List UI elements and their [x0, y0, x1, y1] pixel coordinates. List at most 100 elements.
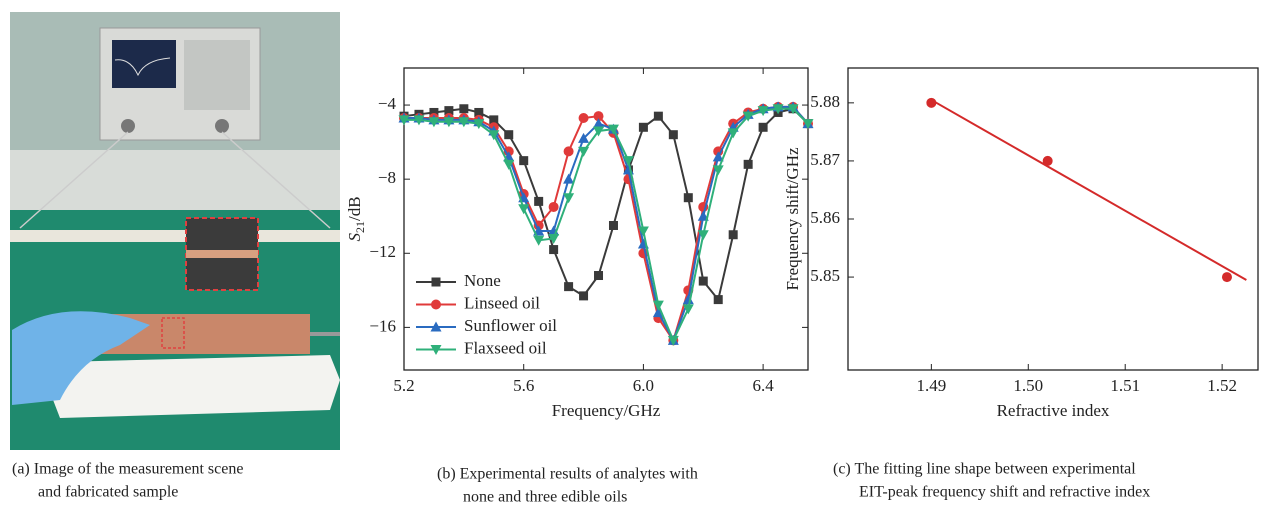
series-line: [404, 105, 809, 343]
series-line: [404, 105, 809, 343]
marker: [444, 106, 454, 116]
marker: [518, 204, 530, 215]
marker: [519, 156, 529, 166]
marker: [443, 117, 455, 128]
legend-label: Flaxseed oil: [464, 338, 547, 357]
x-tick-label: 5.2: [393, 376, 414, 395]
marker: [428, 117, 440, 128]
caption: (c) The fitting line shape between exper…: [833, 461, 1136, 478]
series-line: [404, 107, 809, 343]
marker: [593, 111, 604, 122]
marker: [413, 115, 425, 126]
marker: [429, 107, 439, 117]
x-axis-title: Refractive index: [997, 401, 1110, 420]
marker: [668, 130, 678, 140]
marker: [503, 159, 515, 170]
y-axis-title-part: 21: [353, 221, 367, 233]
marker: [459, 104, 469, 114]
x-axis-title: Frequency/GHz: [552, 401, 661, 420]
y-tick-label: 5.86: [810, 208, 840, 227]
marker: [758, 122, 768, 132]
marker: [652, 300, 664, 311]
y-tick-label: 5.85: [810, 266, 840, 285]
marker: [533, 220, 544, 231]
marker: [578, 113, 589, 124]
marker: [712, 165, 724, 176]
marker: [757, 106, 769, 117]
y-tick-label: −8: [378, 168, 396, 187]
marker: [772, 104, 784, 115]
y-axis-title-part: Frequency shift/GHz: [783, 147, 802, 291]
marker: [430, 321, 442, 332]
caption: EIT-peak frequency shift and refractive …: [859, 484, 1150, 501]
x-tick-label: 1.51: [1110, 376, 1140, 395]
y-axis-title-part: /dB: [345, 196, 364, 221]
legend-label: Sunflower oil: [464, 316, 557, 335]
marker: [473, 119, 485, 130]
marker: [697, 230, 709, 241]
marker: [637, 226, 649, 237]
marker: [458, 117, 470, 128]
y-axis-title-part: S: [345, 233, 364, 242]
marker: [474, 107, 484, 117]
marker: [712, 151, 724, 162]
marker: [697, 210, 709, 221]
marker: [533, 235, 545, 246]
marker: [682, 294, 694, 305]
marker: [548, 233, 560, 244]
marker: [728, 230, 738, 240]
marker: [1042, 155, 1053, 166]
marker: [578, 146, 590, 157]
marker: [698, 276, 708, 286]
marker: [652, 307, 664, 318]
y-tick-label: 5.88: [810, 92, 840, 111]
series-line: [403, 107, 809, 302]
plot-frame: [847, 67, 1259, 371]
marker: [578, 132, 590, 143]
x-tick-label: 6.4: [752, 376, 774, 395]
series-line: [930, 99, 1247, 281]
marker: [802, 119, 814, 130]
marker: [398, 115, 410, 126]
marker: [653, 111, 663, 121]
marker: [607, 124, 619, 135]
marker: [638, 122, 648, 132]
marker: [608, 220, 618, 230]
plot-frame: [403, 67, 809, 371]
marker: [594, 271, 604, 281]
x-tick-label: 1.50: [1013, 376, 1043, 395]
marker: [727, 128, 739, 139]
y-tick-label: −16: [369, 316, 396, 335]
caption: none and three edible oils: [463, 489, 627, 506]
x-tick-label: 6.0: [633, 376, 654, 395]
marker: [713, 295, 723, 305]
caption: (a) Image of the measurement scene: [12, 461, 243, 478]
marker: [430, 345, 442, 355]
legend-label: None: [464, 271, 501, 290]
marker: [431, 277, 441, 287]
marker: [682, 304, 694, 315]
x-tick-label: 1.49: [916, 376, 946, 395]
photo: [10, 12, 340, 450]
x-tick-label: 5.6: [513, 376, 534, 395]
marker: [683, 193, 693, 203]
marker: [563, 173, 575, 184]
marker: [743, 159, 753, 169]
legend-label: Linseed oil: [464, 293, 540, 312]
x-tick-label: 1.52: [1207, 376, 1237, 395]
marker: [504, 130, 514, 140]
y-tick-label: −4: [378, 94, 397, 113]
marker: [1221, 272, 1232, 283]
marker: [593, 118, 605, 129]
y-tick-label: 5.87: [810, 150, 840, 169]
marker: [488, 130, 500, 141]
marker: [548, 201, 559, 212]
marker: [489, 115, 499, 125]
marker: [787, 104, 799, 115]
marker: [564, 282, 574, 292]
caption: and fabricated sample: [38, 484, 178, 501]
marker: [549, 245, 559, 255]
marker: [593, 126, 605, 137]
marker: [579, 291, 589, 301]
